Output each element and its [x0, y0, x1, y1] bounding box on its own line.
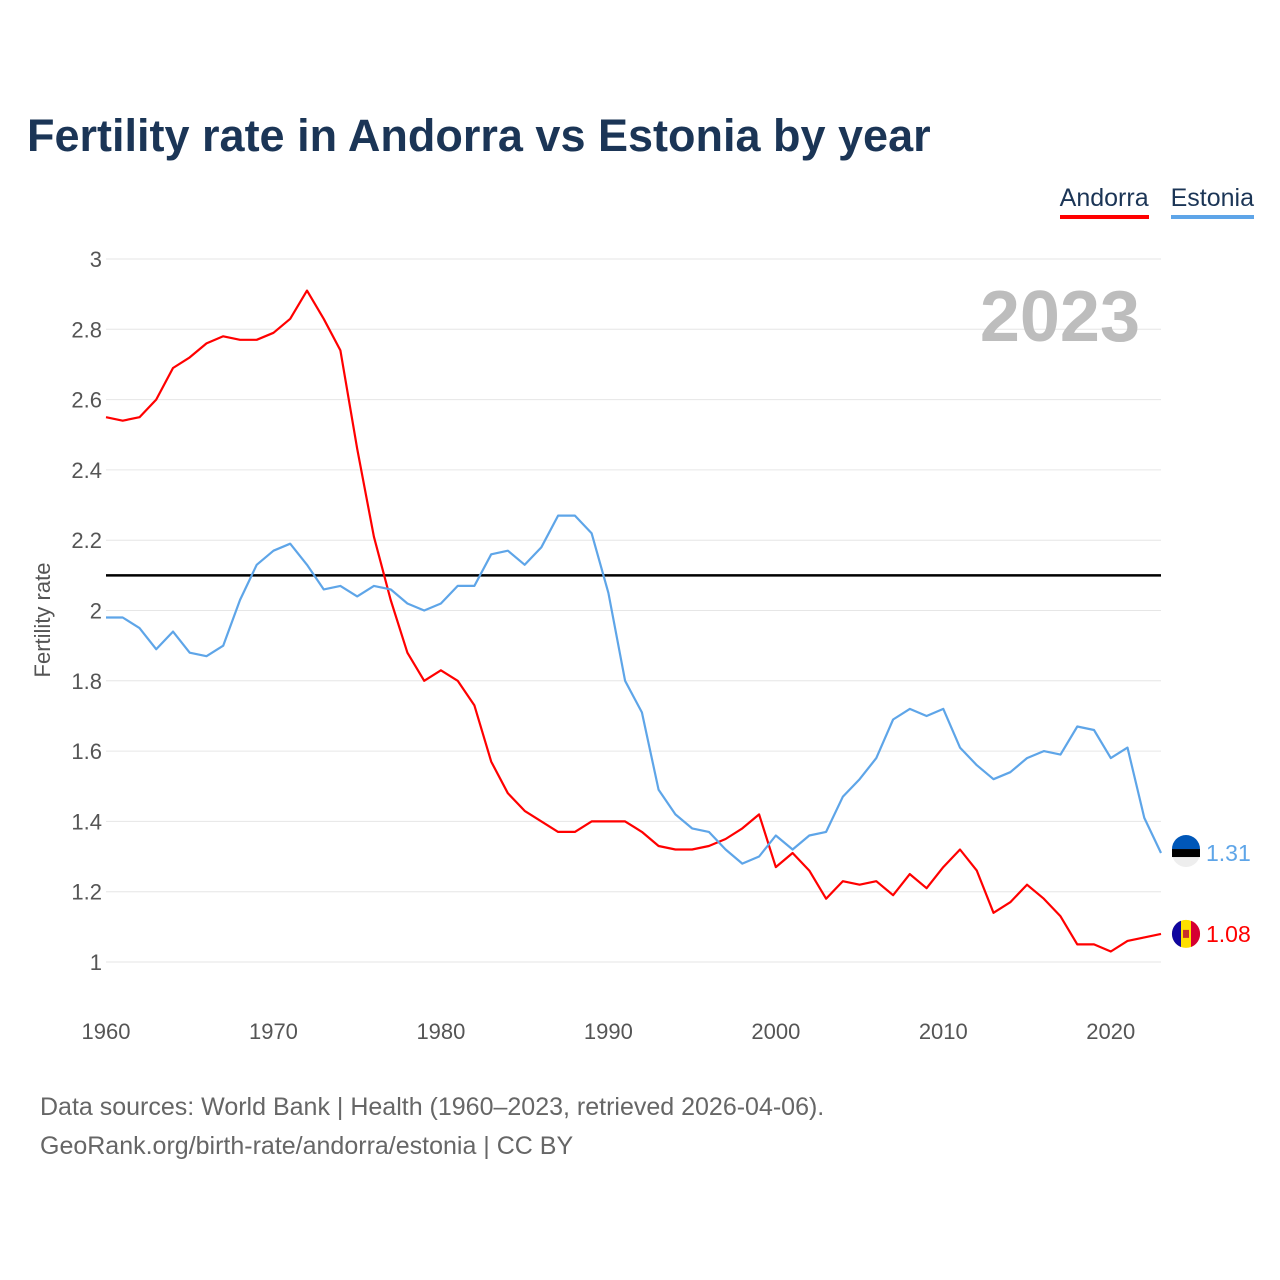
legend-estonia[interactable]: Estonia — [1170, 184, 1254, 219]
y-tick-label: 2.8 — [71, 317, 102, 342]
y-tick-label: 1.4 — [71, 809, 102, 834]
y-tick-label: 1.2 — [71, 880, 102, 905]
credit-link[interactable]: GeoRank.org/birth-rate/andorra/estonia |… — [40, 1132, 574, 1160]
end-value-label: 1.31 — [1206, 840, 1251, 866]
x-tick-label: 2010 — [919, 1019, 968, 1044]
flag-stripe-blue — [1171, 920, 1181, 947]
y-tick-label: 2.2 — [71, 528, 102, 553]
chart-title: Fertility rate in Andorra vs Estonia by … — [27, 110, 931, 161]
y-tick-label: 2 — [90, 599, 102, 624]
source-text: Data sources: World Bank | Health (1960–… — [40, 1093, 825, 1121]
y-tick-label: 1.8 — [71, 669, 102, 694]
x-tick-label: 1960 — [82, 1019, 131, 1044]
series-line-estonia — [106, 514, 1162, 865]
y-tick-label: 1.6 — [71, 739, 102, 764]
y-tick-label: 1 — [90, 950, 102, 975]
y-tick-label: 3 — [90, 247, 102, 272]
x-tick-label: 2020 — [1086, 1019, 1135, 1044]
y-tick-label: 2.4 — [71, 458, 102, 483]
series-line-andorra — [105, 289, 1162, 953]
y-tick-label: 2.6 — [71, 388, 102, 413]
flag-stripe-blue — [1172, 835, 1200, 850]
x-tick-label: 1980 — [416, 1019, 465, 1044]
flag-stripe-black — [1172, 849, 1200, 858]
legend: Andorra Estonia — [1059, 184, 1254, 219]
flag-icon-andorra — [1171, 919, 1201, 948]
legend-andorra[interactable]: Andorra — [1059, 184, 1149, 219]
footer: Data sources: World Bank | Health (1960–… — [40, 1088, 824, 1166]
x-tick-label: 1970 — [249, 1019, 298, 1044]
year-label: 2023 — [980, 277, 1140, 357]
flag-stripe-red — [1191, 920, 1201, 947]
flag-emblem — [1183, 929, 1189, 938]
y-axis-label: Fertility rate — [30, 563, 55, 678]
x-tick-label: 1990 — [584, 1019, 633, 1044]
x-tick-label: 2000 — [751, 1019, 800, 1044]
flag-icon-estonia — [1172, 835, 1200, 868]
end-value-label: 1.08 — [1206, 921, 1251, 947]
